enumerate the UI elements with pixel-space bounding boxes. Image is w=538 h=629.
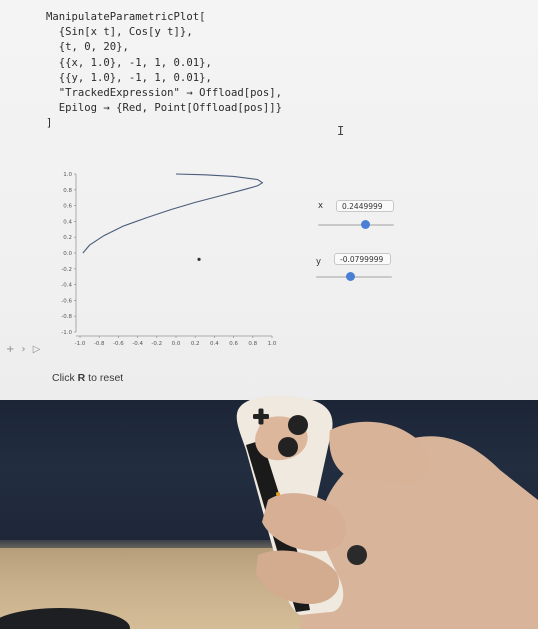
y-tick-label: 0.0 bbox=[63, 251, 72, 257]
x-tick-label: -0.2 bbox=[151, 341, 162, 347]
y-control-label: y bbox=[316, 257, 322, 267]
finger-upper bbox=[329, 421, 431, 484]
analog-stick-icon[interactable] bbox=[347, 545, 367, 565]
hint-prefix: Click bbox=[52, 372, 78, 384]
x-tick-label: 0.6 bbox=[229, 341, 238, 347]
code-line: ] bbox=[46, 117, 53, 130]
y-value-field[interactable]: -0.0799999 bbox=[334, 253, 391, 265]
x-tick-label: 0.0 bbox=[172, 341, 181, 347]
y-button-icon[interactable] bbox=[278, 437, 298, 457]
y-tick-label: -1.0 bbox=[61, 330, 72, 336]
parametric-plot[interactable]: 1.0 0.8 0.6 0.4 0.2 0.0 -0.2 -0.4 -0.6 -0.8 -1.0-1… bbox=[40, 160, 290, 350]
x-tick-label: -0.8 bbox=[94, 341, 105, 347]
code-cell[interactable]: ManipulateParametricPlot[ {Sin[x t], Cos… bbox=[46, 10, 282, 132]
plus-button-vertical bbox=[258, 408, 264, 425]
x-slider-track[interactable] bbox=[318, 224, 394, 226]
x-button-icon[interactable] bbox=[288, 415, 308, 435]
text-cursor-icon: I bbox=[337, 124, 345, 138]
indicator-light bbox=[276, 492, 280, 496]
parametric-curve bbox=[82, 173, 264, 254]
notebook-screen: ManipulateParametricPlot[ {Sin[x t], Cos… bbox=[0, 0, 538, 418]
palm bbox=[300, 436, 538, 629]
finger-middle bbox=[262, 493, 347, 552]
y-tick-label: -0.4 bbox=[61, 283, 72, 289]
cell-insert-tools[interactable]: + › ▷ bbox=[6, 344, 43, 355]
tracked-point bbox=[197, 257, 201, 261]
x-tick-label: 0.4 bbox=[210, 341, 219, 347]
x-tick-label: 1.0 bbox=[268, 341, 277, 347]
y-tick-label: -0.2 bbox=[61, 267, 72, 273]
hint-suffix: to reset bbox=[85, 372, 124, 384]
code-line: {{x, 1.0}, -1, 1, 0.01}, bbox=[46, 56, 212, 69]
x-tick-label: -0.4 bbox=[132, 341, 143, 347]
x-control-label: x bbox=[318, 201, 324, 211]
y-tick-label: -0.6 bbox=[61, 298, 72, 304]
y-tick-label: -0.8 bbox=[61, 314, 72, 320]
y-tick-label: 0.6 bbox=[63, 204, 72, 210]
finger-lower bbox=[256, 550, 340, 604]
y-slider-thumb[interactable] bbox=[346, 272, 356, 281]
x-tick-label: -0.6 bbox=[113, 341, 124, 347]
y-tick-label: 0.8 bbox=[63, 188, 72, 194]
reset-hint: Click R to reset bbox=[52, 372, 123, 384]
dark-object bbox=[0, 608, 130, 629]
x-value-field[interactable]: 0.2449999 bbox=[336, 200, 394, 212]
x-tick-label: 0.2 bbox=[191, 341, 200, 347]
code-line: Epilog → {Red, Point[Offload[pos]]} bbox=[46, 102, 282, 115]
code-line: {{y, 1.0}, -1, 1, 0.01}, bbox=[46, 71, 212, 84]
y-tick-label: 0.2 bbox=[63, 235, 72, 241]
y-tick-label: 1.0 bbox=[63, 172, 72, 178]
code-line: "TrackedExpression" → Offload[pos], bbox=[46, 87, 282, 100]
hint-key: R bbox=[77, 372, 86, 384]
code-line: {Sin[x t], Cos[y t]}, bbox=[46, 26, 193, 39]
y-tick-label: 0.4 bbox=[63, 219, 72, 225]
x-slider-thumb[interactable] bbox=[360, 220, 370, 229]
code-line: {t, 0, 20}, bbox=[46, 41, 129, 54]
x-tick-label: -1.0 bbox=[75, 341, 86, 347]
code-line: ManipulateParametricPlot[ bbox=[46, 11, 206, 23]
x-tick-label: 0.8 bbox=[248, 341, 257, 347]
